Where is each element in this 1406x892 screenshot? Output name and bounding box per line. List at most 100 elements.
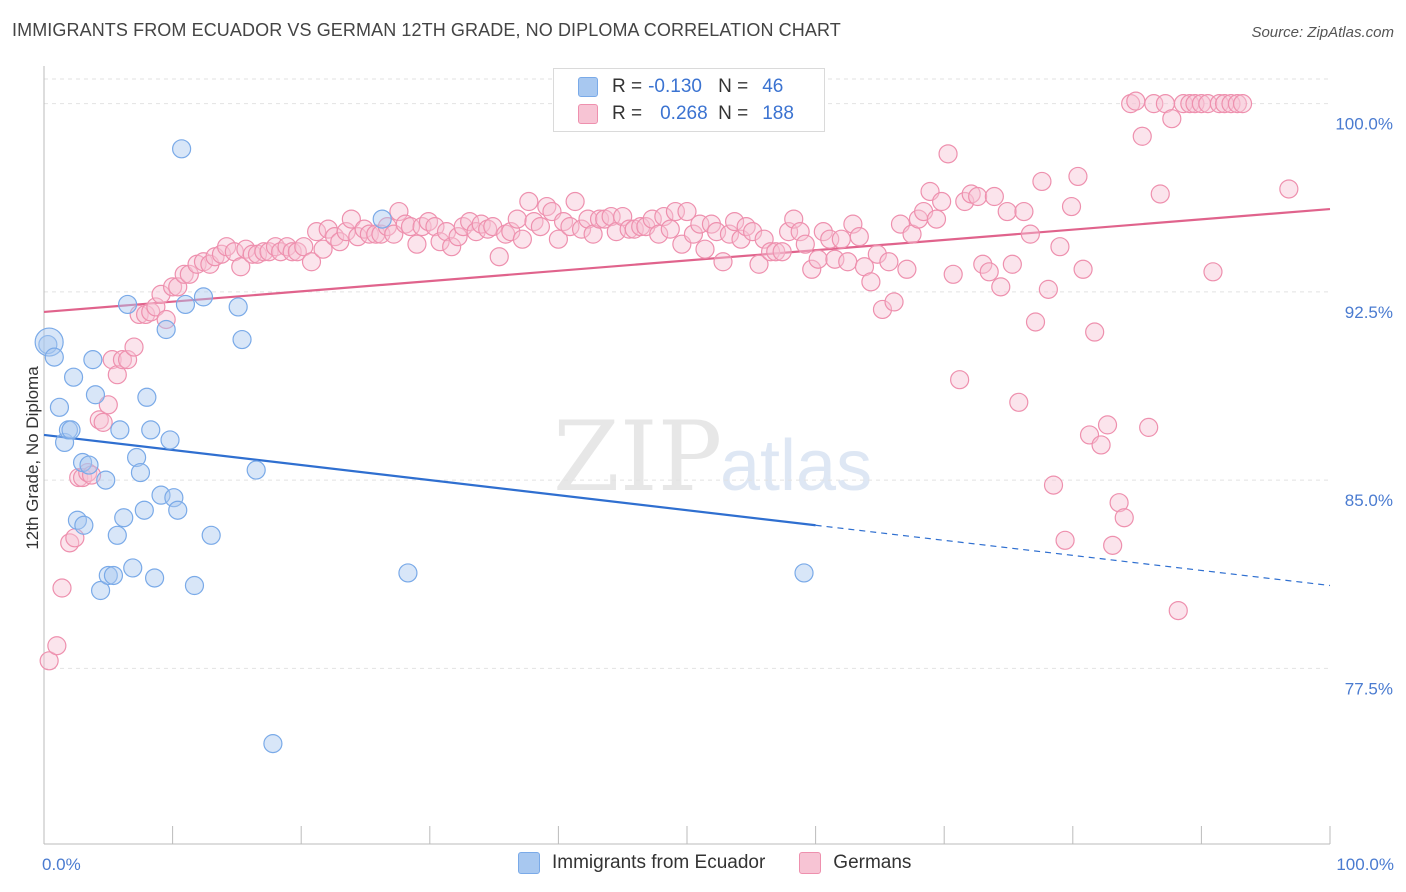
y-tick-labels: 100.0% 92.5% 85.0% 77.5%: [1335, 115, 1393, 699]
point-ecuador: [263, 734, 283, 754]
point-germans: [790, 222, 810, 242]
point-germans: [254, 242, 274, 262]
point-germans: [560, 217, 580, 237]
watermark-atlas: atlas: [720, 426, 872, 506]
point-germans: [578, 209, 598, 229]
point-germans: [1025, 312, 1046, 332]
point-germans: [146, 297, 166, 317]
point-germans: [565, 191, 585, 212]
series-label-ecuador: Immigrants from Ecuador: [552, 852, 766, 873]
legend-r-value: 0.268: [660, 103, 708, 124]
point-germans: [442, 237, 462, 257]
point-ecuador: [63, 367, 84, 387]
point-germans: [313, 239, 333, 259]
point-ecuador: [228, 297, 248, 317]
point-ecuador: [96, 470, 116, 490]
point-germans: [589, 209, 610, 229]
point-germans: [695, 239, 715, 259]
point-ecuador: [107, 525, 127, 545]
point-germans: [512, 229, 532, 249]
point-germans: [93, 412, 113, 432]
point-germans: [665, 201, 686, 222]
point-germans: [107, 365, 127, 385]
point-germans: [683, 224, 704, 244]
point-germans: [282, 242, 302, 262]
point-ecuador: [398, 563, 418, 583]
source-credit: Source: ZipAtlas.com: [1251, 24, 1394, 41]
point-germans: [1032, 171, 1052, 192]
point-ecuador: [794, 563, 814, 583]
point-germans: [968, 186, 988, 207]
point-germans: [1132, 126, 1152, 146]
point-germans: [979, 262, 999, 282]
point-germans: [795, 234, 815, 254]
point-germans: [838, 252, 858, 272]
point-germans: [231, 257, 251, 277]
series-swatch-germans: [799, 852, 822, 874]
point-germans: [1139, 417, 1159, 437]
point-ecuador: [201, 525, 221, 545]
point-germans: [1203, 262, 1223, 282]
point-germans: [613, 206, 633, 227]
point-germans: [1002, 254, 1022, 274]
series-legend-germans[interactable]: Germans: [799, 852, 911, 874]
point-germans: [507, 209, 527, 229]
x-tick-label: 100.0%: [1336, 855, 1394, 874]
legend-r-label: R =: [612, 76, 643, 97]
point-germans: [271, 242, 291, 262]
point-germans: [820, 229, 840, 249]
point-ecuador: [130, 462, 151, 483]
point-germans: [1085, 322, 1105, 342]
point-germans: [47, 636, 67, 656]
point-germans: [1068, 166, 1088, 187]
point-germans: [112, 350, 133, 370]
point-germans: [1232, 94, 1253, 114]
point-germans: [471, 214, 491, 234]
legend-n-label: N =: [718, 76, 749, 97]
point-germans: [897, 259, 917, 279]
point-ecuador: [34, 327, 64, 357]
point-germans: [619, 219, 639, 239]
point-ecuador: [164, 488, 184, 508]
point-germans: [1050, 237, 1070, 257]
point-germans: [548, 229, 569, 249]
point-germans: [553, 212, 574, 232]
point-germans: [418, 212, 439, 232]
point-ecuador: [110, 420, 130, 440]
point-germans: [1103, 535, 1123, 555]
point-germans: [519, 191, 539, 212]
point-germans: [39, 651, 59, 671]
point-ecuador: [172, 139, 192, 159]
point-germans: [124, 337, 144, 357]
legend-n-value: 46: [762, 76, 784, 97]
point-germans: [1150, 184, 1170, 204]
x-tick-labels: 0.0% 100.0%: [42, 855, 1394, 874]
point-germans: [760, 242, 781, 262]
point-germans: [749, 254, 769, 274]
x-tick-label: 0.0%: [42, 855, 81, 874]
point-germans: [478, 219, 498, 239]
point-ecuador: [175, 294, 196, 315]
point-ecuador: [246, 460, 266, 480]
point-germans: [117, 350, 138, 370]
point-germans: [831, 229, 851, 249]
y-tick-label: 85.0%: [1345, 491, 1393, 510]
point-germans: [156, 309, 176, 330]
point-germans: [1097, 415, 1118, 435]
point-germans: [341, 209, 361, 229]
series-legend-ecuador[interactable]: Immigrants from Ecuador: [518, 852, 765, 874]
point-ecuador: [79, 455, 99, 475]
point-germans: [179, 264, 199, 284]
legend-swatch-ecuador: [578, 77, 598, 97]
point-germans: [1091, 435, 1111, 455]
point-germans: [649, 224, 669, 244]
point-ecuador: [193, 287, 214, 307]
point-germans: [1144, 94, 1164, 114]
point-germans: [736, 217, 756, 237]
point-germans: [242, 244, 262, 264]
point-germans: [174, 264, 194, 284]
y-axis-label: 12th Grade, No Diploma: [23, 366, 42, 550]
legend-row-ecuador: R = -0.130 N = 46: [578, 75, 783, 99]
point-germans: [1279, 179, 1299, 199]
point-ecuador: [160, 430, 180, 450]
